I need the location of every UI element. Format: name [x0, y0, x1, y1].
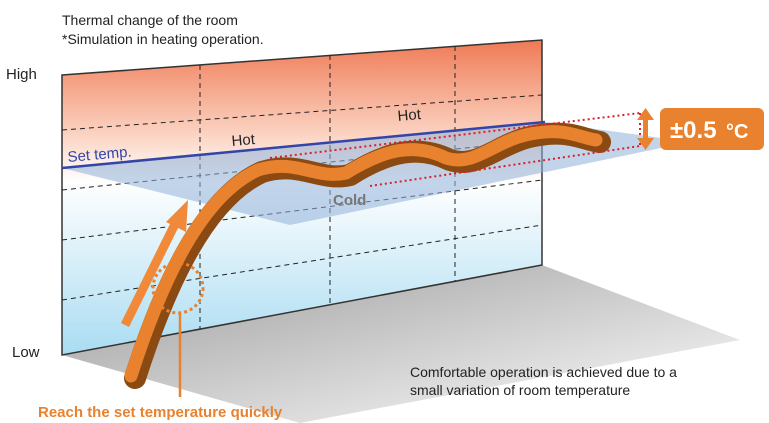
rise-arrow: [120, 200, 188, 327]
axis-high: High: [6, 66, 37, 83]
set-temp-label: Set temp.: [67, 143, 132, 166]
caption-right: Comfortable operation is achieved due to…: [410, 364, 677, 380]
hot-label: Hot: [231, 131, 257, 150]
floor: [62, 265, 740, 423]
badge: [660, 108, 764, 150]
highlight-circle: [151, 261, 205, 315]
caption-left: Reach the set temperature quickly: [38, 404, 283, 421]
caption-right: small variation of room temperature: [410, 382, 630, 398]
variation-arrow: [637, 108, 654, 150]
title: Thermal change of the room: [62, 12, 238, 28]
axis-low: Low: [12, 344, 40, 361]
badge-unit: °C: [726, 121, 748, 143]
set-temp-line: [61, 120, 546, 170]
cold-label: Cold: [333, 192, 366, 209]
subtitle: *Simulation in heating operation.: [62, 31, 264, 47]
badge-value: ±0.5: [670, 117, 717, 144]
hot-label: Hot: [397, 106, 423, 125]
temperature-curve: [124, 125, 603, 383]
